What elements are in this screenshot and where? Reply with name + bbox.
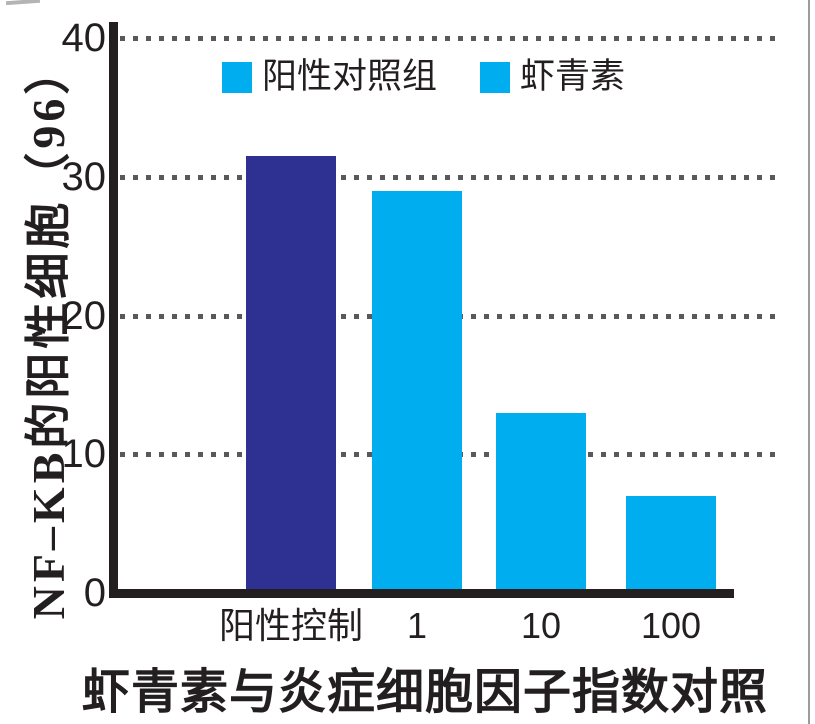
gridline-y-30 — [120, 174, 778, 180]
bar-3 — [626, 496, 716, 589]
y-tick-label: 20 — [61, 293, 107, 338]
bar-1 — [372, 191, 462, 589]
y-tick-label: 0 — [83, 571, 106, 615]
x-tick-label: 1 — [406, 605, 428, 646]
y-axis-line — [109, 22, 118, 598]
legend-label-0: 阳性对照组 — [262, 57, 438, 96]
bar-2 — [496, 413, 586, 589]
page-edge-line — [808, 0, 810, 724]
gridline-y-40 — [120, 36, 778, 41]
bar-0 — [246, 156, 336, 589]
x-tick-label: 10 — [520, 605, 562, 646]
x-tick-label: 100 — [640, 605, 702, 646]
chart-title: 虾青素与炎症细胞因子指数对照 — [81, 666, 769, 719]
legend-swatch-0 — [222, 62, 252, 93]
scan-artifact-mark — [5, 0, 41, 6]
legend-swatch-1 — [480, 62, 510, 93]
x-tick-label: 阳性控制 — [218, 605, 363, 646]
y-tick-label: 10 — [61, 432, 107, 477]
legend-label-1: 虾青素 — [520, 57, 626, 96]
y-tick-label: 30 — [61, 154, 107, 199]
x-axis-line — [109, 589, 734, 598]
y-tick-label: 40 — [61, 16, 107, 60]
